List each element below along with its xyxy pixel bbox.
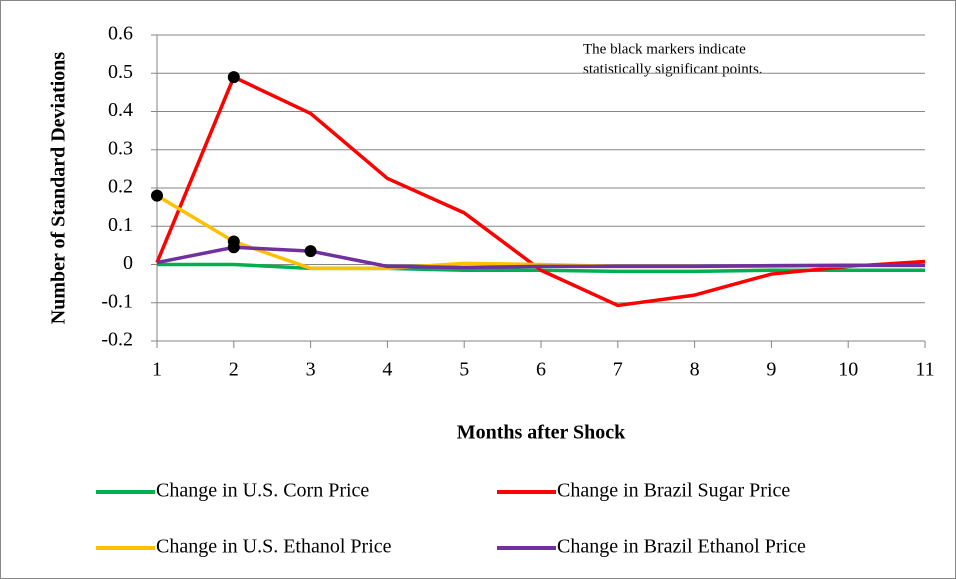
significant-marker xyxy=(227,71,240,84)
x-tick-label: 6 xyxy=(536,359,546,381)
y-tick-label: 0.4 xyxy=(108,99,133,121)
y-tick-label: -0.2 xyxy=(101,329,133,351)
y-tick-label: -0.1 xyxy=(101,290,133,312)
significant-marker xyxy=(227,241,240,254)
x-tick-label: 11 xyxy=(915,359,934,381)
y-tick-label: 0.2 xyxy=(108,176,133,198)
y-tick-label: 0.6 xyxy=(108,23,133,45)
significant-marker xyxy=(151,189,163,202)
y-tick-label: 0.5 xyxy=(108,61,133,83)
x-tick-label: 3 xyxy=(306,359,316,381)
legend-label: Change in U.S. Corn Price xyxy=(156,480,369,502)
x-tick-label: 7 xyxy=(613,359,623,381)
legend-label: Change in Brazil Sugar Price xyxy=(557,480,790,502)
series-line xyxy=(156,245,925,270)
series-line xyxy=(155,75,926,308)
x-tick-label: 1 xyxy=(152,359,162,381)
y-tick-label: 0.1 xyxy=(108,214,133,236)
annotation: statistically significant points. xyxy=(583,61,763,77)
x-tick-label: 2 xyxy=(229,359,239,381)
legend-label: Change in U.S. Ethanol Price xyxy=(156,536,392,558)
legend-label: Change in Brazil Ethanol Price xyxy=(557,536,806,558)
annotation: The black markers indicate xyxy=(583,41,746,57)
y-tick-label: 0 xyxy=(123,252,133,274)
x-axis-title: Months after Shock xyxy=(457,422,626,444)
x-tick-label: 10 xyxy=(838,359,858,381)
x-tick-label: 8 xyxy=(690,359,700,381)
y-tick-label: 0.3 xyxy=(108,137,133,159)
x-tick-label: 4 xyxy=(382,359,392,381)
x-tick-label: 9 xyxy=(766,359,776,381)
y-axis-title: Number of Standard Deviations xyxy=(48,52,70,325)
x-tick-label: 5 xyxy=(459,359,469,381)
significant-marker xyxy=(304,245,317,258)
